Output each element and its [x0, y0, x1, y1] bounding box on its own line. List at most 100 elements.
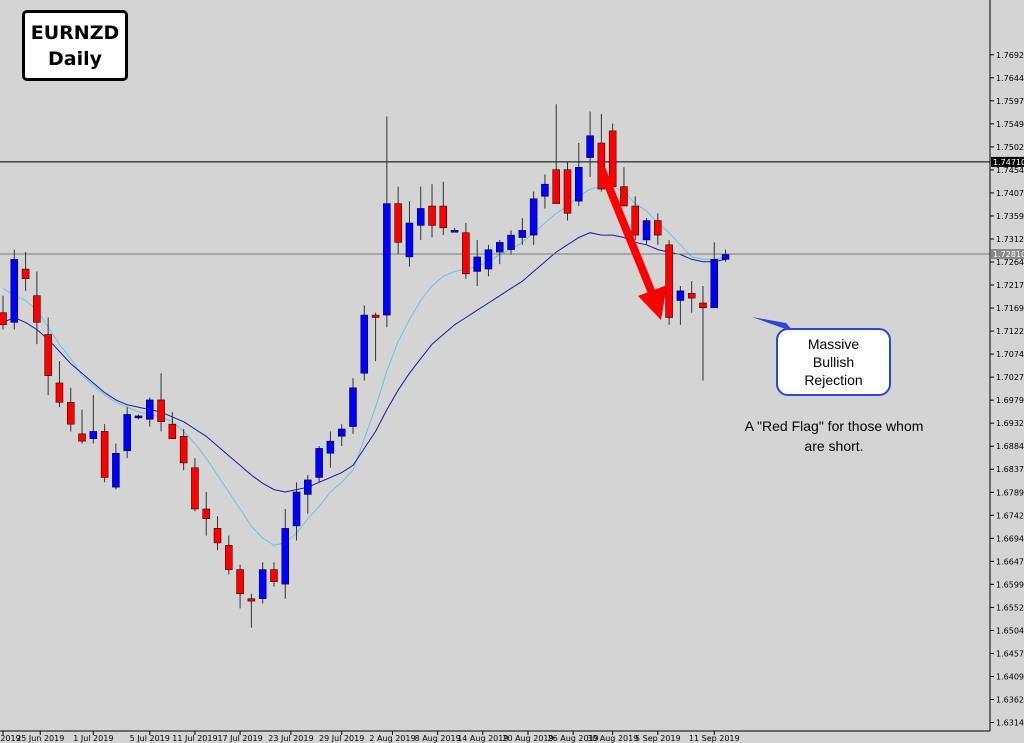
candle: [654, 213, 662, 245]
candle-body: [439, 205, 448, 229]
candle: [710, 242, 719, 309]
candle: [428, 184, 436, 238]
callout-box: Massive Bullish Rejection: [776, 328, 891, 396]
candle-body: [721, 254, 730, 260]
candle-body: [0, 312, 7, 326]
candle: [0, 295, 7, 330]
candle-body: [112, 452, 120, 488]
x-tick-label: 1 Jul 2019: [73, 734, 113, 743]
candle: [450, 227, 459, 233]
candle: [292, 482, 301, 541]
y-tick-label: 1.65520: [996, 603, 1024, 612]
y-tick-label: 1.73595: [996, 212, 1024, 221]
candle: [89, 395, 98, 444]
y-tick-label: 1.71220: [996, 327, 1024, 336]
arrow-shaft: [598, 166, 656, 297]
candle-body: [563, 169, 572, 214]
y-tick-label: 1.73120: [996, 235, 1024, 244]
candle: [676, 286, 685, 325]
candle-body: [631, 205, 639, 236]
y-tick-label: 1.65045: [996, 626, 1024, 635]
candle: [371, 312, 380, 362]
candle-body: [608, 130, 617, 187]
candle-body: [315, 448, 323, 478]
candle-body: [360, 314, 369, 374]
candle: [213, 516, 222, 551]
candle: [134, 414, 143, 420]
candle-body: [191, 467, 199, 510]
candle-body: [134, 415, 143, 419]
candle-body: [518, 230, 527, 238]
candle-body: [541, 183, 549, 197]
candle-body: [371, 314, 380, 318]
candle: [146, 397, 154, 427]
candle-body: [168, 423, 177, 439]
x-tick-label: 26 Aug 2019: [548, 734, 599, 743]
candle: [360, 305, 369, 381]
candle: [168, 412, 177, 439]
candle-body: [21, 268, 30, 279]
candle-body: [428, 205, 436, 226]
candle-body: [597, 142, 606, 190]
note-line-1: A "Red Flag" for those whom: [744, 418, 924, 434]
candle: [10, 249, 19, 330]
x-tick-label: 17 Jul 2019: [217, 734, 262, 743]
candle-body: [687, 293, 696, 299]
x-tick-label: 5 Sep 2019: [635, 734, 681, 743]
x-tick-label: 11 Jul 2019: [172, 734, 217, 743]
candle-body: [55, 382, 64, 403]
candle: [721, 249, 730, 262]
candle: [518, 218, 527, 245]
x-tick-label: Jun 2019: [0, 734, 21, 743]
symbol-label: EURNZD: [30, 21, 120, 44]
y-tick-label: 1.74545: [996, 166, 1024, 175]
candle: [100, 424, 109, 483]
candle: [112, 443, 120, 490]
y-ticks: 1.76920 1.76445 1.75970 1.75495 1.75020 1.745…: [990, 51, 1024, 728]
candle-body: [496, 242, 504, 253]
candle-body: [236, 569, 244, 595]
candle-body: [620, 186, 628, 207]
ma-slow-line: [2, 232, 726, 493]
candle: [157, 373, 165, 432]
candle: [304, 475, 312, 514]
y-tick-label: 1.75495: [996, 120, 1024, 129]
candle: [326, 431, 335, 468]
candle: [563, 162, 572, 221]
y-tick-label: 1.68370: [996, 465, 1024, 474]
y-tick-label: 1.63145: [996, 719, 1024, 728]
y-tick-label: 1.69795: [996, 396, 1024, 405]
bearish-arrow: [598, 166, 667, 320]
annotation-note: A "Red Flag" for those whom are short.: [728, 416, 940, 456]
candle-body: [66, 402, 75, 425]
y-tick-label: 1.71695: [996, 304, 1024, 313]
candle: [270, 562, 278, 587]
candle: [21, 252, 30, 291]
y-tick-label: 1.66470: [996, 557, 1024, 566]
x-tick-label: 20 Aug 2019: [502, 734, 553, 743]
price-label-box: [991, 249, 1024, 260]
candle: [225, 535, 233, 575]
candle-body: [665, 244, 673, 318]
candle: [78, 409, 86, 444]
y-tick-label: 1.74070: [996, 189, 1024, 198]
x-tick-label: 29 Jul 2019: [319, 734, 364, 743]
candle: [541, 174, 549, 209]
y-tick-label: 1.67420: [996, 511, 1024, 520]
candle-body: [586, 135, 594, 158]
candle: [315, 445, 323, 483]
y-tick-label: 1.70270: [996, 373, 1024, 382]
candle-body: [225, 545, 233, 570]
candle: [191, 458, 199, 512]
candle: [383, 116, 391, 328]
candle-body: [202, 508, 210, 519]
candle: [123, 407, 131, 459]
candle-body: [416, 208, 425, 226]
candle-body: [10, 259, 19, 323]
arrow-head: [638, 285, 667, 320]
candle-body: [157, 399, 165, 422]
y-tick-label: 1.64095: [996, 672, 1024, 681]
candle: [552, 104, 560, 204]
candle-body: [676, 290, 685, 301]
candle: [258, 562, 267, 604]
